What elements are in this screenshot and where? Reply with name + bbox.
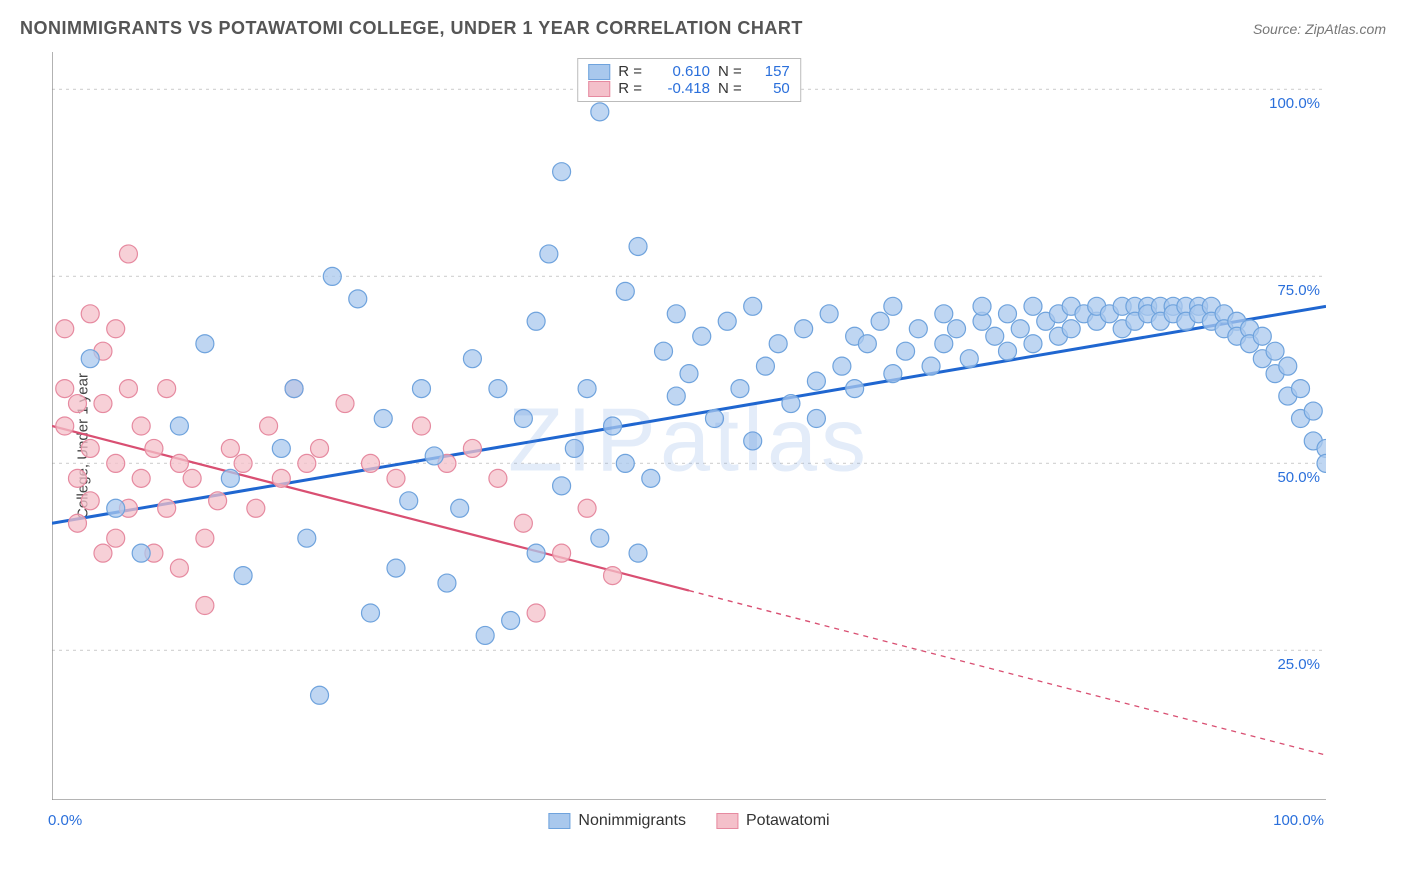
x-tick-label: 0.0%: [48, 812, 82, 829]
series-legend: Nonimmigrants Potawatomi: [548, 812, 829, 830]
n-label: N =: [718, 63, 742, 80]
y-tick-label: 75.0%: [1277, 282, 1320, 299]
legend-item: Nonimmigrants: [548, 812, 686, 830]
y-tick-label: 25.0%: [1277, 656, 1320, 673]
x-tick-label: 100.0%: [1273, 812, 1324, 829]
r-label: R =: [618, 80, 642, 97]
legend-swatch: [548, 813, 570, 829]
y-tick-label: 50.0%: [1277, 469, 1320, 486]
r-value: 0.610: [650, 63, 710, 80]
chart-header: NONIMMIGRANTS VS POTAWATOMI COLLEGE, UND…: [20, 18, 1386, 39]
legend-swatch: [588, 64, 610, 80]
y-tick-label: 100.0%: [1269, 95, 1320, 112]
plot-area: ZIPatlas R = 0.610 N = 157 R = -0.418 N …: [52, 52, 1326, 830]
legend-row: R = -0.418 N = 50: [588, 80, 790, 97]
legend-row: R = 0.610 N = 157: [588, 63, 790, 80]
r-label: R =: [618, 63, 642, 80]
legend-label: Nonimmigrants: [578, 812, 686, 830]
correlation-legend: R = 0.610 N = 157 R = -0.418 N = 50: [577, 58, 801, 102]
n-value: 50: [750, 80, 790, 97]
r-value: -0.418: [650, 80, 710, 97]
n-value: 157: [750, 63, 790, 80]
n-label: N =: [718, 80, 742, 97]
legend-item: Potawatomi: [716, 812, 830, 830]
source-attribution: Source: ZipAtlas.com: [1253, 21, 1386, 37]
chart-title: NONIMMIGRANTS VS POTAWATOMI COLLEGE, UND…: [20, 18, 803, 39]
scatter-chart: [52, 52, 1326, 800]
legend-label: Potawatomi: [746, 812, 830, 830]
legend-swatch: [716, 813, 738, 829]
legend-swatch: [588, 81, 610, 97]
